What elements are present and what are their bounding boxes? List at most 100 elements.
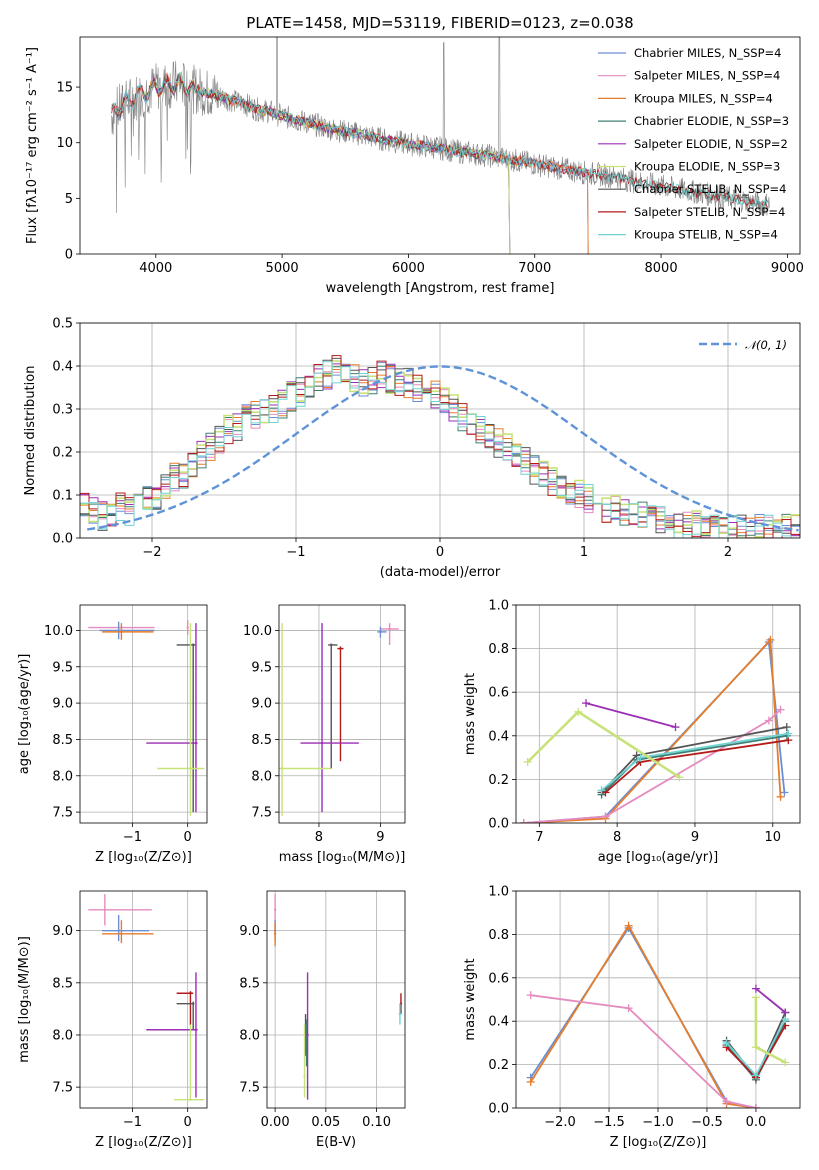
axes-frame [266, 890, 406, 1109]
legend-label: Kroupa MILES, N_SSP=4 [634, 91, 773, 105]
y-tick-label: 8.5 [239, 976, 260, 991]
x-tick-label: 4000 [139, 261, 172, 276]
x-tick-label: 0 [436, 545, 444, 560]
y-axis-label: age [log₁₀(age/yr)] [17, 654, 32, 775]
data-point [388, 627, 391, 631]
y-tick-label: 0 [65, 248, 73, 263]
y-tick-label: 0.0 [52, 532, 73, 547]
axes-frame [79, 322, 801, 539]
x-tick-label: 8 [613, 830, 621, 845]
series-line [530, 994, 757, 1108]
series-line [523, 637, 782, 823]
plot-area [111, 37, 770, 254]
x-tick-label: 0.05 [311, 1115, 340, 1130]
axes-frame [515, 890, 801, 1109]
data-point [398, 1012, 402, 1016]
y-tick-label: 0.2 [488, 773, 509, 788]
x-tick-label: 10 [764, 830, 781, 845]
x-axis-label: age [log₁₀(age/yr)] [598, 850, 719, 865]
y-tick-label: 10.0 [44, 624, 73, 639]
panel-mass_vs_ebv: 0.00 0.05 0.10 7.5 8.0 8.5 9.0 E(B-V) [239, 890, 406, 1150]
x-tick-label: −1.5 [593, 1115, 625, 1130]
x-tick-label: −2 [142, 545, 161, 560]
x-tick-label: 5000 [266, 261, 299, 276]
data-point [120, 932, 123, 935]
x-axis-label: Z [log₁₀(Z/Z⊙)] [610, 1135, 707, 1150]
legend-label: Salpeter MILES, N_SSP=4 [634, 69, 780, 83]
y-axis-label: Flux [fλ10⁻¹⁷ erg cm⁻² s⁻¹ A⁻¹] [25, 47, 40, 244]
x-tick-label: 0 [184, 830, 192, 845]
data-point [186, 626, 189, 629]
y-tick-label: 0.0 [488, 817, 509, 832]
series-line [523, 708, 782, 823]
data-point [194, 1028, 198, 1031]
legend-label: Chabrier STELIB, N_SSP=4 [634, 182, 786, 196]
plot-area [88, 894, 205, 1101]
data-point [273, 908, 277, 911]
axes-frame [278, 604, 406, 824]
x-tick-label: −2.0 [544, 1115, 576, 1130]
model-spectrum-line [111, 73, 769, 208]
x-tick-label: −1 [123, 1115, 142, 1130]
data-point [191, 643, 195, 647]
data-point [320, 741, 324, 745]
y-tick-label: 9.5 [52, 660, 73, 675]
y-tick-label: 10 [56, 136, 73, 151]
y-tick-label: 0.2 [488, 1058, 509, 1073]
y-tick-label: 1.0 [488, 885, 509, 900]
legend-label: Salpeter STELIB, N_SSP=4 [634, 205, 785, 219]
y-tick-label: 0.1 [52, 489, 73, 504]
legend-label: Kroupa STELIB, N_SSP=4 [634, 228, 778, 242]
y-tick-label: 9.0 [251, 697, 272, 712]
y-tick-label: 0.2 [52, 446, 73, 461]
y-tick-label: 5 [65, 192, 73, 207]
histogram-step-line [80, 361, 800, 538]
y-tick-label: 9.5 [251, 660, 272, 675]
x-tick-label: 0.00 [261, 1115, 290, 1130]
y-tick-label: 0.5 [52, 317, 73, 332]
gaussian-reference-line [86, 365, 799, 532]
plot-area [273, 894, 403, 1100]
y-tick-label: 7.5 [239, 1081, 260, 1096]
x-axis-label: E(B-V) [316, 1135, 356, 1150]
legend-label: Kroupa ELODIE, N_SSP=3 [634, 160, 780, 174]
y-tick-label: 8.0 [52, 769, 73, 784]
data-point [189, 767, 192, 770]
x-tick-label: 6000 [392, 261, 425, 276]
legend-label: Chabrier MILES, N_SSP=4 [634, 46, 781, 60]
data-point [117, 929, 120, 932]
data-point [120, 630, 123, 634]
y-tick-label: 0.8 [488, 928, 509, 943]
y-tick-label: 0.6 [488, 971, 509, 986]
plot-area [279, 623, 399, 816]
data-point [273, 932, 277, 935]
data-point [103, 908, 107, 911]
panel-mass_vs_Z: −1 0 7.5 8.0 8.5 9.0 Z [log₁₀(Z/Z⊙)] mass [log₁… [17, 890, 208, 1150]
x-tick-label: −0.5 [691, 1115, 723, 1130]
series-line [523, 640, 786, 823]
y-tick-label: 9.0 [52, 697, 73, 712]
y-tick-label: 0.6 [488, 686, 509, 701]
y-tick-label: 0.4 [52, 360, 73, 375]
x-tick-label: 8 [315, 830, 323, 845]
x-axis-label: Z [log₁₀(Z/Z⊙)] [95, 850, 192, 865]
x-tick-label: 9 [376, 830, 384, 845]
chart-title: PLATE=1458, MJD=53119, FIBERID=0123, z=0… [246, 14, 633, 32]
legend-label: Salpeter ELODIE, N_SSP=2 [634, 137, 788, 151]
panel-age_vs_mass: 8 9 7.5 8.0 8.5 9.0 9.5 10.0 mass [log₁₀(M/M⊙)] [243, 604, 406, 865]
y-tick-label: 7.5 [52, 806, 73, 821]
data-point [117, 629, 120, 632]
plot-area [80, 355, 800, 538]
x-tick-label: 8000 [645, 261, 678, 276]
plot-area [526, 921, 790, 1108]
y-tick-label: 8.5 [52, 733, 73, 748]
x-tick-label: 0.0 [746, 1115, 767, 1130]
x-tick-label: 2 [724, 545, 732, 560]
panel-age_vs_Z: −1 0 7.5 8.0 8.5 9.0 9.5 10.0 Z [log₁₀(Z/Z⊙)] age… [17, 604, 208, 865]
series-line [585, 702, 676, 728]
y-tick-label: 8.0 [239, 1028, 260, 1043]
legend-label: 𝒩(0, 1) [745, 338, 787, 352]
data-point [280, 767, 284, 770]
plot-area [519, 635, 793, 823]
y-tick-label: 0.0 [488, 1102, 509, 1117]
